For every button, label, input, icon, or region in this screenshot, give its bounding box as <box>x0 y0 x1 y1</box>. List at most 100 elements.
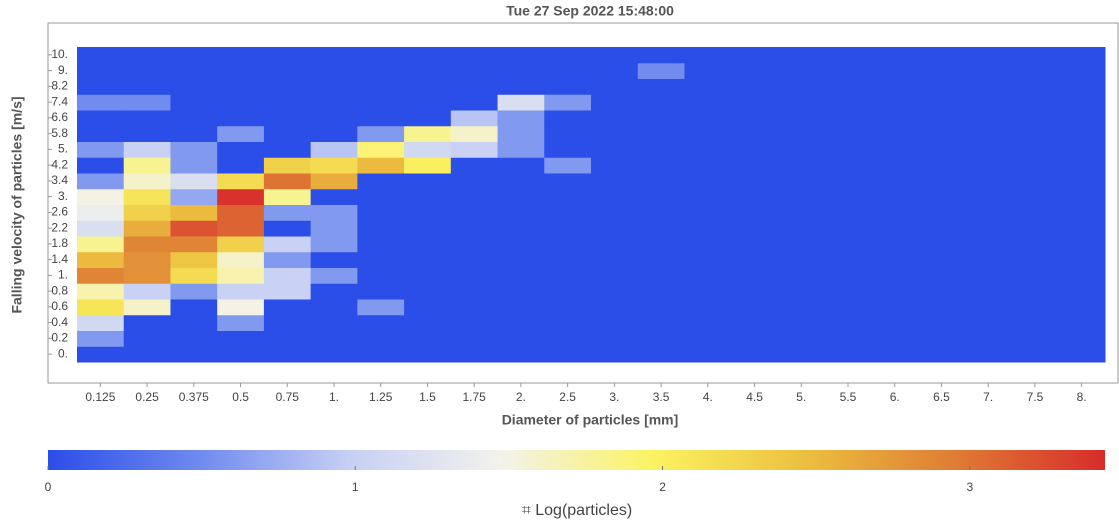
heat-cell <box>357 157 405 174</box>
heat-cell <box>217 204 265 221</box>
y-tick-label: 0.4 <box>51 315 68 329</box>
heat-cell <box>217 283 265 300</box>
heat-cell <box>170 267 218 284</box>
heat-cell <box>263 78 312 95</box>
heat-cell <box>357 141 405 158</box>
heat-cell <box>1011 78 1059 95</box>
heat-cell <box>310 283 358 300</box>
heat-cell <box>1011 204 1059 221</box>
heat-cell <box>591 299 639 316</box>
heat-cell <box>824 110 872 127</box>
x-tick-label: 4. <box>703 390 713 404</box>
x-tick-label: 1.75 <box>463 390 487 404</box>
heat-cell <box>404 346 452 363</box>
x-tick-label: 2. <box>516 390 526 404</box>
heat-cell <box>310 236 358 253</box>
heat-cell <box>544 188 592 205</box>
heat-cell <box>497 314 545 331</box>
heat-cell <box>123 346 171 363</box>
y-tick-label: 1.8 <box>51 236 68 250</box>
heat-cell <box>871 346 919 363</box>
heat-cell <box>77 236 125 253</box>
heat-cell <box>263 157 312 174</box>
heat-cell <box>964 346 1013 363</box>
heat-cell <box>170 299 218 316</box>
heat-cell <box>871 299 919 316</box>
heat-cell <box>684 94 732 111</box>
heat-cell <box>824 125 872 142</box>
heat-cell <box>544 110 592 127</box>
heat-cell <box>918 314 966 331</box>
heat-cell <box>1011 173 1059 190</box>
heat-cell <box>77 346 125 363</box>
heat-cell <box>824 157 872 174</box>
heat-cell <box>450 283 499 300</box>
heat-cell <box>824 173 872 190</box>
heat-cell <box>170 157 218 174</box>
heat-cell <box>357 78 405 95</box>
heat-cell <box>1011 330 1059 347</box>
heat-cell <box>544 220 592 237</box>
heat-cell <box>684 204 732 221</box>
heat-cell <box>404 283 452 300</box>
heat-cell <box>450 267 499 284</box>
heat-cell <box>450 346 499 363</box>
heat-cell <box>217 94 265 111</box>
heat-cell <box>404 94 452 111</box>
y-tick-label: 0. <box>58 346 68 360</box>
heat-cell <box>497 267 545 284</box>
heat-cell <box>777 188 826 205</box>
x-tick-label: 1.5 <box>419 390 436 404</box>
heat-cell <box>637 251 685 268</box>
heat-cell <box>1058 299 1106 316</box>
heat-cell <box>217 299 265 316</box>
heat-cell <box>684 251 732 268</box>
heat-cell <box>123 267 171 284</box>
heat-cell <box>1058 188 1106 205</box>
heat-cell <box>824 188 872 205</box>
y-tick-label: 1.4 <box>51 252 68 266</box>
y-tick-label: 2.2 <box>51 220 68 234</box>
heat-cell <box>964 94 1013 111</box>
heat-cell <box>310 62 358 79</box>
heat-cell <box>964 251 1013 268</box>
heat-cell <box>357 173 405 190</box>
heat-cell <box>263 62 312 79</box>
heat-cell <box>217 251 265 268</box>
heat-cell <box>777 94 826 111</box>
heat-cell <box>123 188 171 205</box>
heat-cell <box>1058 204 1106 221</box>
heat-cell <box>497 94 545 111</box>
heat-cell <box>170 188 218 205</box>
y-tick-label: 1. <box>58 268 68 282</box>
y-tick-label: 10. <box>51 47 68 61</box>
heat-cell <box>497 157 545 174</box>
heat-cell <box>404 110 452 127</box>
x-tick-label: 7. <box>983 390 993 404</box>
y-tick-label: 5. <box>58 142 68 156</box>
heat-cell <box>450 125 499 142</box>
heat-cell <box>777 236 826 253</box>
heat-cell <box>777 173 826 190</box>
heat-cell <box>170 110 218 127</box>
heat-cell <box>918 346 966 363</box>
heat-cell <box>544 125 592 142</box>
heat-cell <box>637 94 685 111</box>
heat-cell <box>544 346 592 363</box>
heat-cell <box>777 220 826 237</box>
heat-cell <box>824 283 872 300</box>
heat-cell <box>357 236 405 253</box>
heat-cell <box>404 330 452 347</box>
x-tick-label: 4.5 <box>746 390 763 404</box>
heat-cell <box>777 299 826 316</box>
heat-cell <box>1058 173 1106 190</box>
heat-cell <box>591 314 639 331</box>
heat-cell <box>497 78 545 95</box>
heat-cell <box>1058 78 1106 95</box>
heat-cell <box>824 330 872 347</box>
heat-cell <box>591 220 639 237</box>
heat-cell <box>777 346 826 363</box>
heat-cell <box>684 188 732 205</box>
heat-cell <box>123 62 171 79</box>
heat-cell <box>357 251 405 268</box>
